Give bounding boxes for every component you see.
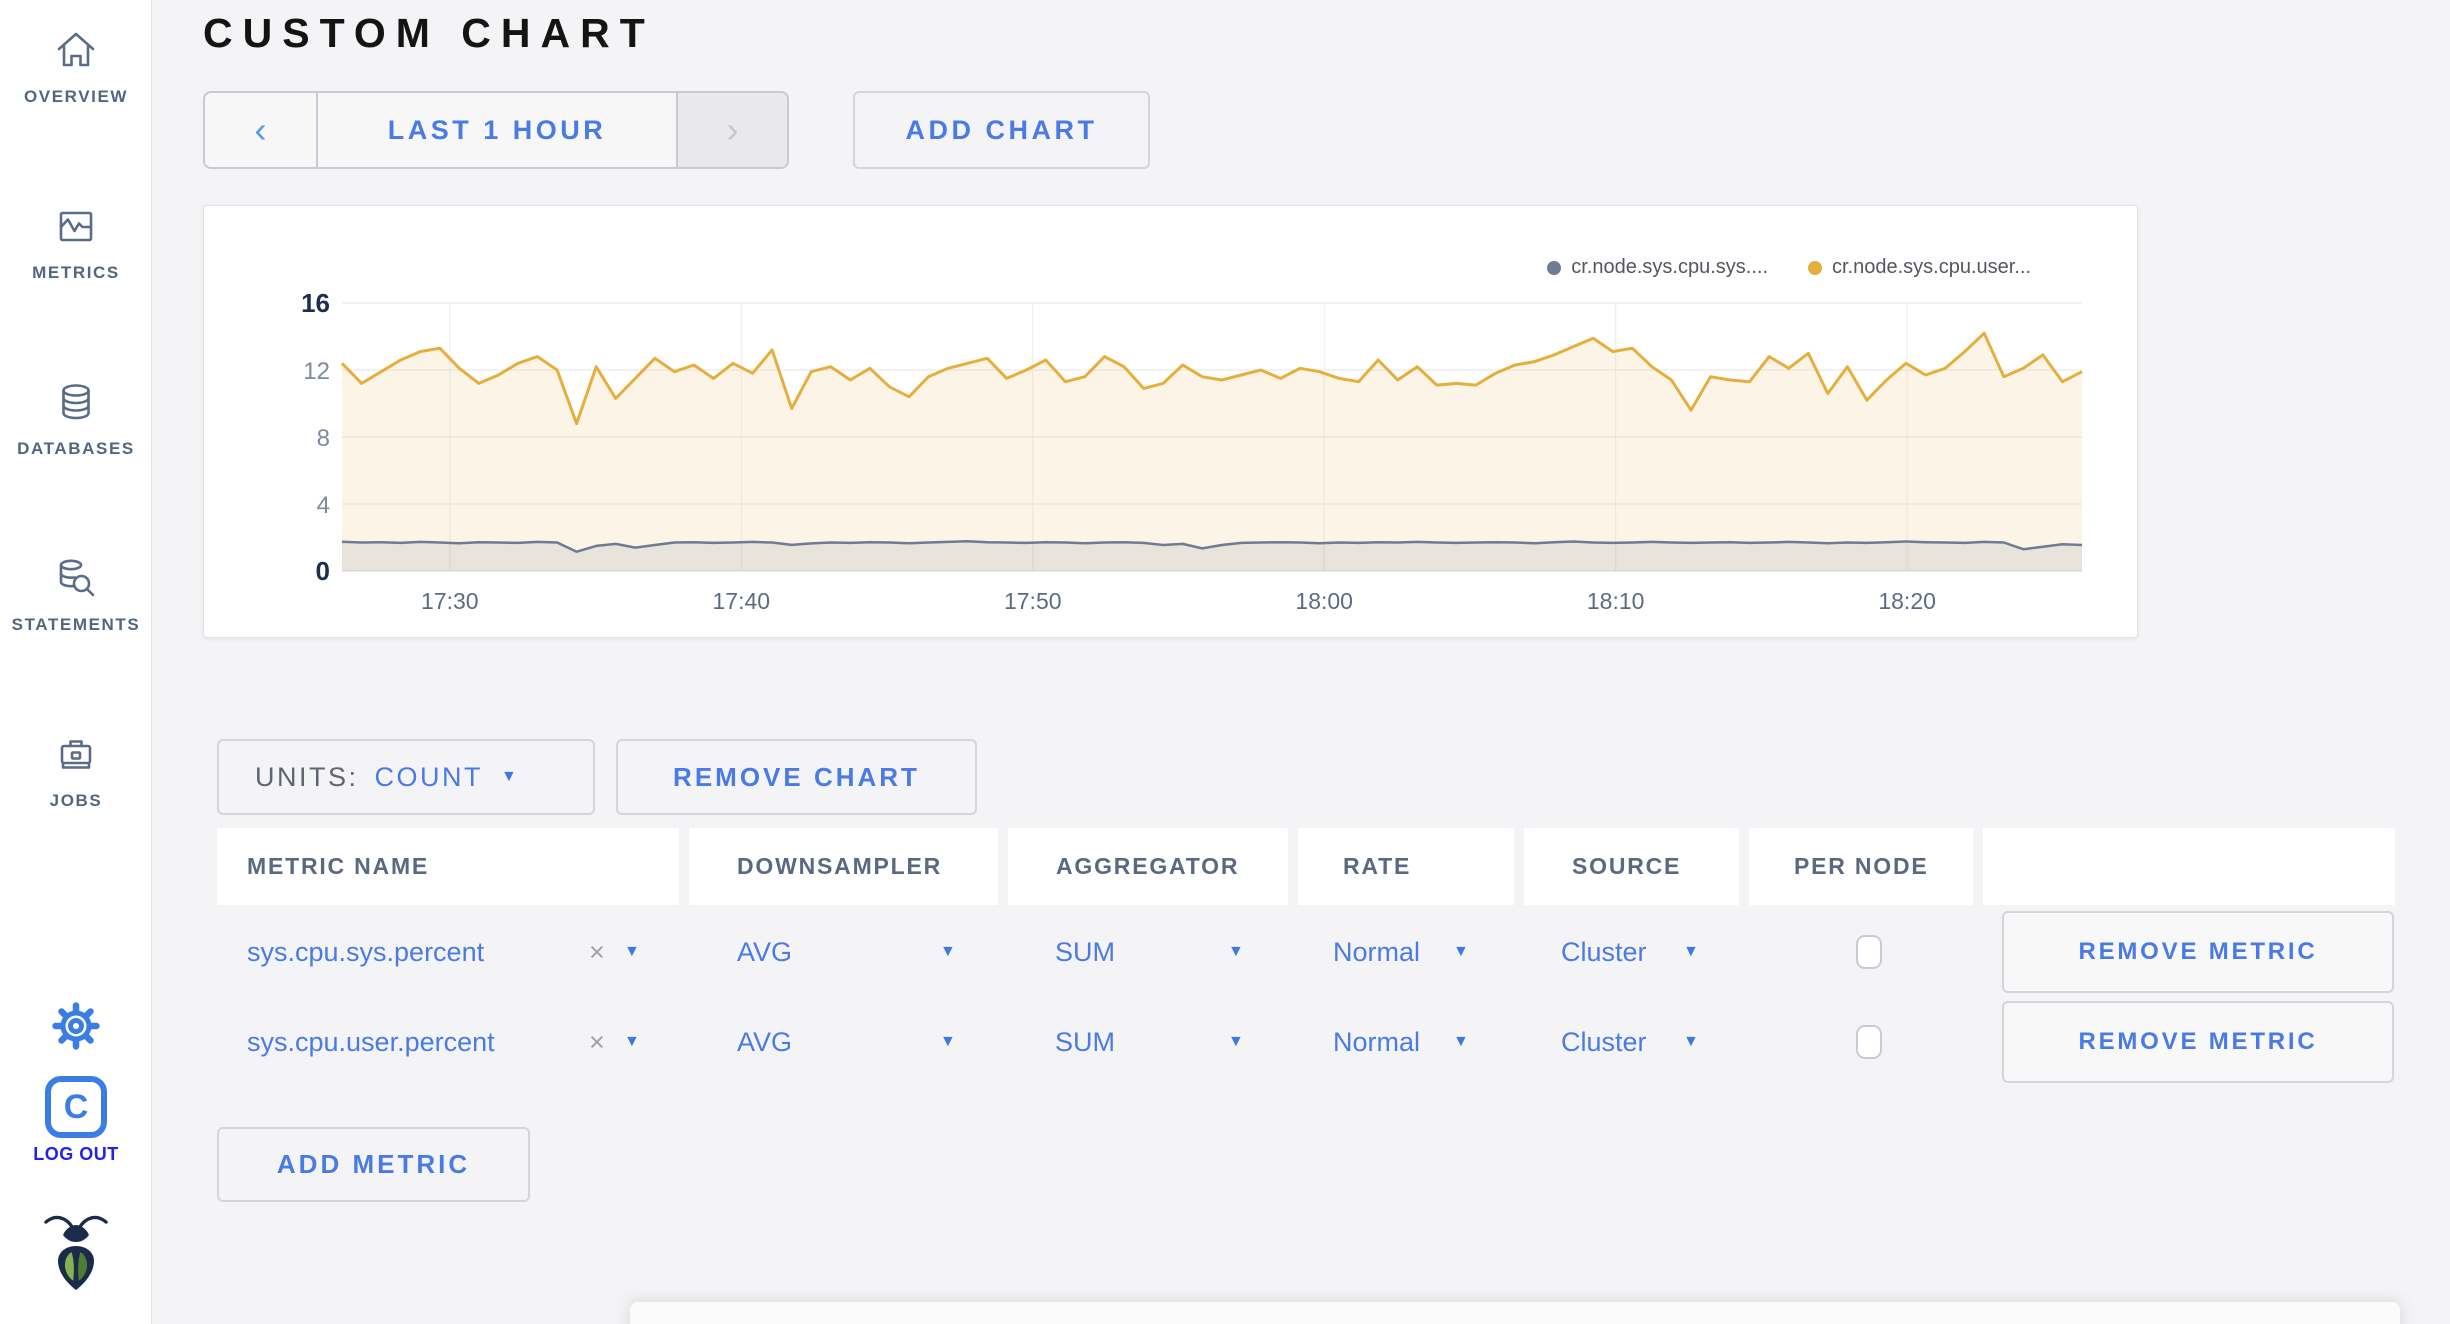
per-node-checkbox[interactable] [1856,1025,1882,1059]
sidebar-item-statements[interactable]: STATEMENTS [0,554,152,635]
gear-icon [52,1002,100,1054]
next-range-button[interactable]: › [676,93,787,167]
legend-item-cr-node-sys-cpu-sys[interactable]: cr.node.sys.cpu.sys.... [1547,256,1768,279]
column-header-downsampler: DOWNSAMPLER [689,828,998,905]
sidebar-item-jobs[interactable]: JOBS [0,730,152,811]
settings-button[interactable] [0,1002,152,1055]
svg-text:18:20: 18:20 [1878,588,1936,614]
metric-name-value[interactable]: sys.cpu.user.percent [247,1027,495,1057]
chevron-right-icon: › [726,109,739,150]
aggregator-select[interactable]: SUM [1055,937,1115,967]
legend-label: cr.node.sys.cpu.sys.... [1571,256,1768,278]
c-logo-icon: C [45,1076,107,1138]
downsampler-select[interactable]: AVG [737,937,793,967]
legend-dot-icon [1547,260,1562,275]
per-node-checkbox[interactable] [1856,935,1882,969]
svg-text:18:00: 18:00 [1295,588,1353,614]
prev-range-button[interactable]: ‹ [205,93,318,167]
metric-name-caret-icon[interactable]: ▼ [624,1033,640,1050]
source-caret-icon[interactable]: ▼ [1683,943,1699,960]
sidebar: OVERVIEW METRICS DATABASES STATEMENTS JOBS C… [0,0,152,1324]
page-title: CUSTOM CHART [203,10,655,56]
metric-row: sys.cpu.user.percent × ▼ AVG ▼ SUM ▼ Normal ▼ Clu… [0,1001,2450,1083]
sidebar-item-metrics[interactable]: METRICS [0,202,152,283]
column-header-actions [1983,828,2395,905]
logout-button[interactable]: C LOG OUT [0,1076,152,1165]
sidebar-item-label: DATABASES [17,439,135,458]
source-caret-icon[interactable]: ▼ [1683,1033,1699,1050]
svg-text:16: 16 [301,288,330,318]
sidebar-item-databases[interactable]: DATABASES [0,378,152,459]
aggregator-caret-icon[interactable]: ▼ [1228,943,1244,960]
legend-label: cr.node.sys.cpu.user... [1832,256,2031,278]
current-range-button[interactable]: LAST 1 HOUR [387,114,607,145]
sidebar-item-label: JOBS [49,791,103,810]
svg-text:12: 12 [303,358,330,385]
column-header-metric-name: METRIC NAME [217,828,679,905]
chart-legend: cr.node.sys.cpu.sys.... cr.node.sys.cpu.u… [1547,256,2031,279]
column-header-source: SOURCE [1524,828,1739,905]
units-value: COUNT [374,761,484,792]
cockroach-logo [0,1210,152,1297]
svg-text:17:50: 17:50 [1004,588,1062,614]
clear-metric-button[interactable]: × [589,1027,605,1057]
svg-text:8: 8 [317,425,330,452]
custom-chart: 0 4 8 12 16 17:30 17:40 17:50 18:00 18:10 18:20 [301,288,2083,614]
units-dropdown[interactable]: UNITS: COUNT ▼ [217,739,595,815]
logout-label: LOG OUT [33,1144,119,1164]
svg-text:0: 0 [316,556,330,586]
units-label: UNITS: [255,761,359,792]
add-metric-button[interactable]: ADD METRIC [217,1127,530,1202]
svg-text:17:40: 17:40 [713,588,771,614]
legend-item-cr-node-sys-cpu-user[interactable]: cr.node.sys.cpu.user... [1808,256,2031,279]
home-icon [51,32,101,78]
metric-row: sys.cpu.sys.percent × ▼ AVG ▼ SUM ▼ Normal ▼ Clus… [0,911,2450,993]
svg-text:4: 4 [317,492,330,519]
remove-chart-button[interactable]: REMOVE CHART [616,739,977,815]
metric-name-caret-icon[interactable]: ▼ [624,943,640,960]
downsampler-caret-icon[interactable]: ▼ [940,943,956,960]
legend-dot-icon [1808,260,1822,275]
statements-icon [51,559,101,606]
column-header-aggregator: AGGREGATOR [1008,828,1288,905]
sidebar-item-label: METRICS [32,263,120,282]
rate-select[interactable]: Normal [1333,1027,1421,1057]
time-range-selector: ‹ LAST 1 HOUR › [203,91,789,169]
downsampler-select[interactable]: AVG [737,1027,793,1057]
metrics-icon [51,211,101,254]
chart-card: 0 4 8 12 16 17:30 17:40 17:50 18:00 18:10 18:20 cr… [203,205,2138,638]
chevron-left-icon: ‹ [254,109,267,150]
rate-caret-icon[interactable]: ▼ [1453,1033,1469,1050]
source-select[interactable]: Cluster [1561,1027,1647,1057]
svg-text:18:10: 18:10 [1587,588,1645,614]
column-header-rate: RATE [1298,828,1514,905]
rate-caret-icon[interactable]: ▼ [1453,943,1469,960]
next-card-edge [630,1302,2400,1324]
jobs-icon [51,740,101,782]
sidebar-item-overview[interactable]: OVERVIEW [0,26,152,107]
sidebar-item-label: STATEMENTS [11,615,141,634]
databases-icon [51,384,101,430]
downsampler-caret-icon[interactable]: ▼ [940,1033,956,1050]
svg-text:17:30: 17:30 [421,588,479,614]
column-header-per-node: PER NODE [1749,828,1973,905]
sidebar-item-label: OVERVIEW [23,87,129,106]
metric-name-value[interactable]: sys.cpu.sys.percent [247,937,485,967]
aggregator-select[interactable]: SUM [1055,1027,1115,1057]
aggregator-caret-icon[interactable]: ▼ [1228,1033,1244,1050]
remove-metric-button[interactable]: REMOVE METRIC [2002,911,2394,993]
add-chart-button[interactable]: ADD CHART [853,91,1150,169]
source-select[interactable]: Cluster [1561,937,1647,967]
remove-metric-button[interactable]: REMOVE METRIC [2002,1001,2394,1083]
caret-down-icon: ▼ [501,768,517,785]
rate-select[interactable]: Normal [1333,937,1421,967]
clear-metric-button[interactable]: × [589,937,605,967]
